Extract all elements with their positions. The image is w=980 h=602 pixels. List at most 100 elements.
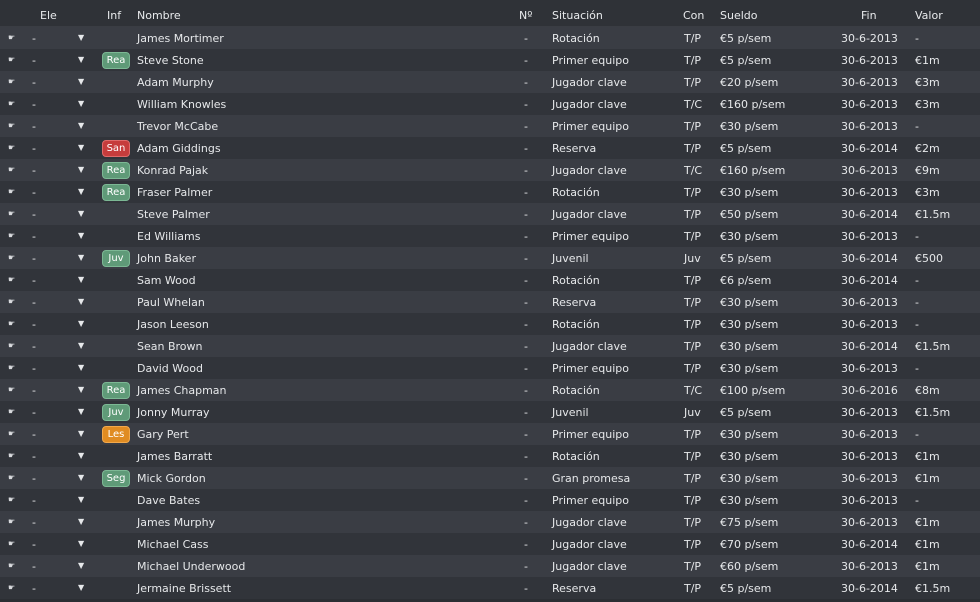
table-row[interactable]: ☛ - ▼ William Knowles - Jugador clave T/C €160 … [0,93,980,115]
table-row[interactable]: ☛ - ▼ Rea Fraser Palmer - Rotación T/P €30 p/sem… [0,181,980,203]
player-name-link[interactable]: Michael Cass [137,538,209,551]
chevron-down-icon[interactable]: ▼ [78,297,85,306]
player-name-link[interactable]: Dave Bates [137,494,201,507]
player-name-link[interactable]: Adam Giddings [137,142,221,155]
pointer-hand-icon[interactable]: ☛ [8,363,16,372]
chevron-down-icon[interactable]: ▼ [78,99,85,108]
chevron-down-icon[interactable]: ▼ [78,561,85,570]
player-name-link[interactable]: James Mortimer [137,32,224,45]
table-row[interactable]: ☛ - ▼ San Adam Giddings - Reserva T/P €5 p/sem 30… [0,137,980,159]
chevron-down-icon[interactable]: ▼ [78,319,85,328]
pointer-hand-icon[interactable]: ☛ [8,275,16,284]
pointer-hand-icon[interactable]: ☛ [8,473,16,482]
pointer-hand-icon[interactable]: ☛ [8,121,16,130]
table-row[interactable]: ☛ - ▼ Juv John Baker - Juvenil Juv €5 p/sem 30-6-… [0,247,980,269]
table-row[interactable]: ☛ - ▼ Jason Leeson - Rotación T/P €30 p/sem 30-6… [0,313,980,335]
pointer-hand-icon[interactable]: ☛ [8,33,16,42]
status-badge[interactable]: Rea [102,382,130,399]
chevron-down-icon[interactable]: ▼ [78,363,85,372]
table-row[interactable]: ☛ - ▼ Les Gary Pert - Primer equipo T/P €30 p/se… [0,423,980,445]
player-name-link[interactable]: Sam Wood [137,274,196,287]
player-name-link[interactable]: Fraser Palmer [137,186,213,199]
pointer-hand-icon[interactable]: ☛ [8,143,16,152]
pointer-hand-icon[interactable]: ☛ [8,517,16,526]
pointer-hand-icon[interactable]: ☛ [8,429,16,438]
column-header-ele[interactable]: Ele [40,9,57,22]
status-badge[interactable]: Rea [102,52,130,69]
table-row[interactable]: ☛ - ▼ Ed Williams - Primer equipo T/P €30 p/sem… [0,225,980,247]
table-row[interactable]: ☛ - ▼ Steve Palmer - Jugador clave T/P €50 p/se… [0,203,980,225]
column-header-inf[interactable]: Inf [107,9,122,22]
pointer-hand-icon[interactable]: ☛ [8,297,16,306]
pointer-hand-icon[interactable]: ☛ [8,385,16,394]
column-header-situacion[interactable]: Situación [552,9,603,22]
player-name-link[interactable]: Trevor McCabe [137,120,219,133]
chevron-down-icon[interactable]: ▼ [78,121,85,130]
pointer-hand-icon[interactable]: ☛ [8,165,16,174]
chevron-down-icon[interactable]: ▼ [78,429,85,438]
table-row[interactable]: ☛ - ▼ Adam Murphy - Jugador clave T/P €20 p/sem… [0,71,980,93]
table-row[interactable]: ☛ - ▼ Jermaine Brissett - Reserva T/P €5 p/sem 3… [0,577,980,599]
status-badge[interactable]: Rea [102,162,130,179]
column-header-fin[interactable]: Fin [861,9,877,22]
pointer-hand-icon[interactable]: ☛ [8,539,16,548]
pointer-hand-icon[interactable]: ☛ [8,187,16,196]
player-name-link[interactable]: Jason Leeson [137,318,209,331]
player-name-link[interactable]: David Wood [137,362,203,375]
chevron-down-icon[interactable]: ▼ [78,517,85,526]
table-row[interactable]: ☛ - ▼ Michael Cass - Jugador clave T/P €70 p/se… [0,533,980,555]
status-badge[interactable]: Juv [102,250,130,267]
player-name-link[interactable]: Jermaine Brissett [137,582,232,595]
column-header-valor[interactable]: Valor [915,9,943,22]
column-header-con[interactable]: Con [683,9,705,22]
table-row[interactable]: ☛ - ▼ Juv Jonny Murray - Juvenil Juv €5 p/sem 30-… [0,401,980,423]
pointer-hand-icon[interactable]: ☛ [8,341,16,350]
chevron-down-icon[interactable]: ▼ [78,55,85,64]
chevron-down-icon[interactable]: ▼ [78,143,85,152]
player-name-link[interactable]: Konrad Pajak [137,164,209,177]
pointer-hand-icon[interactable]: ☛ [8,407,16,416]
chevron-down-icon[interactable]: ▼ [78,187,85,196]
table-row[interactable]: ☛ - ▼ James Barratt - Rotación T/P €30 p/sem 30-… [0,445,980,467]
table-row[interactable]: ☛ - ▼ Rea James Chapman - Rotación T/C €100 p/se… [0,379,980,401]
pointer-hand-icon[interactable]: ☛ [8,55,16,64]
chevron-down-icon[interactable]: ▼ [78,275,85,284]
player-name-link[interactable]: John Baker [137,252,196,265]
player-name-link[interactable]: Steve Stone [137,54,204,67]
player-name-link[interactable]: Paul Whelan [137,296,205,309]
status-badge[interactable]: Seg [102,470,130,487]
pointer-hand-icon[interactable]: ☛ [8,253,16,262]
player-name-link[interactable]: James Murphy [137,516,216,529]
player-name-link[interactable]: Adam Murphy [137,76,214,89]
pointer-hand-icon[interactable]: ☛ [8,77,16,86]
table-row[interactable]: ☛ - ▼ Paul Whelan - Reserva T/P €30 p/sem 30-6-2… [0,291,980,313]
chevron-down-icon[interactable]: ▼ [78,385,85,394]
table-row[interactable]: ☛ - ▼ James Murphy - Jugador clave T/P €75 p/se… [0,511,980,533]
chevron-down-icon[interactable]: ▼ [78,495,85,504]
column-header-nombre[interactable]: Nombre [137,9,181,22]
table-row[interactable]: ☛ - ▼ Sean Brown - Jugador clave T/P €30 p/sem 3… [0,335,980,357]
pointer-hand-icon[interactable]: ☛ [8,561,16,570]
pointer-hand-icon[interactable]: ☛ [8,231,16,240]
pointer-hand-icon[interactable]: ☛ [8,99,16,108]
status-badge[interactable]: Les [102,426,130,443]
chevron-down-icon[interactable]: ▼ [78,231,85,240]
chevron-down-icon[interactable]: ▼ [78,253,85,262]
table-row[interactable]: ☛ - ▼ James Mortimer - Rotación T/P €5 p/sem 30-… [0,27,980,49]
pointer-hand-icon[interactable]: ☛ [8,319,16,328]
chevron-down-icon[interactable]: ▼ [78,165,85,174]
player-name-link[interactable]: Ed Williams [137,230,201,243]
chevron-down-icon[interactable]: ▼ [78,539,85,548]
chevron-down-icon[interactable]: ▼ [78,473,85,482]
chevron-down-icon[interactable]: ▼ [78,407,85,416]
player-name-link[interactable]: William Knowles [137,98,227,111]
player-name-link[interactable]: Michael Underwood [137,560,246,573]
player-name-link[interactable]: Gary Pert [137,428,189,441]
chevron-down-icon[interactable]: ▼ [78,451,85,460]
player-name-link[interactable]: Steve Palmer [137,208,210,221]
player-name-link[interactable]: Mick Gordon [137,472,206,485]
column-header-num[interactable]: Nº [519,9,533,22]
pointer-hand-icon[interactable]: ☛ [8,451,16,460]
table-row[interactable]: ☛ - ▼ Dave Bates - Primer equipo T/P €30 p/sem 3… [0,489,980,511]
table-row[interactable]: ☛ - ▼ Michael Underwood - Jugador clave T/P €60… [0,555,980,577]
